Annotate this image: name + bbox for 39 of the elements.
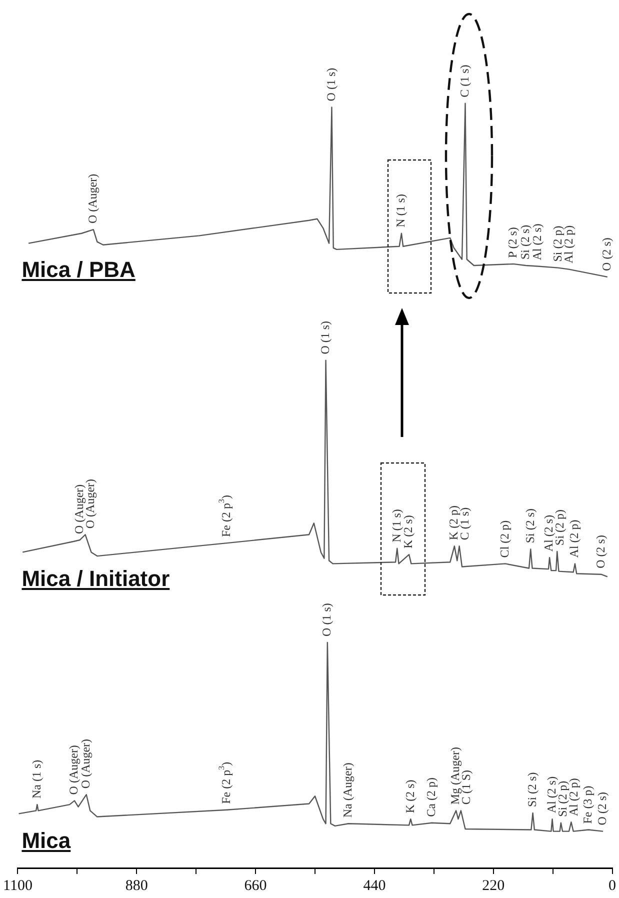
annotation: K (2 s) (402, 780, 417, 814)
annotation: Si (2 s) (518, 224, 532, 260)
annotation: O (2 s) (600, 238, 614, 271)
annotation: O (1 s) (318, 320, 332, 354)
annotation: Na (Auger) (340, 762, 355, 818)
annotation: Ca (2 p) (424, 778, 438, 817)
annotation: N (1 s) (394, 194, 408, 228)
x-tick-label: 880 (125, 878, 148, 894)
annotation: Fe (3 p) (580, 786, 595, 824)
annotation: O (2 s) (595, 792, 610, 826)
annotation: O (Auger) (78, 738, 93, 789)
annotation: O (1 s) (324, 68, 338, 102)
annotation: Al (2 s) (530, 224, 544, 260)
annotation: O (Auger) (72, 484, 86, 534)
annotation: Si (2 s) (522, 508, 537, 544)
x-tick-label: 220 (482, 878, 505, 894)
x-tick-label: 660 (244, 878, 267, 894)
annotation: C (1 s) (457, 64, 472, 98)
annotation: O (Auger) (86, 174, 100, 224)
annotation: Cl (2 p) (497, 520, 512, 558)
annotation: P (2 s) (506, 227, 520, 258)
annotation: O (Auger) (66, 745, 81, 795)
x-tick-label: 440 (363, 878, 386, 894)
annotation: O (2 s) (594, 535, 608, 568)
annotation: N (1 s) (389, 509, 404, 542)
annotation: K (2 p) (446, 505, 461, 540)
annotation: O (1 s) (320, 603, 334, 636)
series-label: Mica (22, 828, 71, 854)
series-label: Mica / Initiator (22, 566, 170, 592)
annotation: Si (2 s) (524, 772, 539, 807)
annotation: Fe (2 p3) (216, 495, 234, 538)
annotation: Na (1 s) (29, 760, 44, 799)
annotation: Mg (Auger) (448, 747, 462, 805)
annotation: Al (2 p) (567, 520, 582, 558)
x-tick-label: 1100 (2, 878, 32, 894)
annotation: Fe (2 p3) (216, 762, 234, 804)
x-tick-label: 0 (608, 878, 616, 894)
annotation: K (2 s) (401, 515, 416, 549)
series-label: Mica / PBA (22, 257, 136, 284)
